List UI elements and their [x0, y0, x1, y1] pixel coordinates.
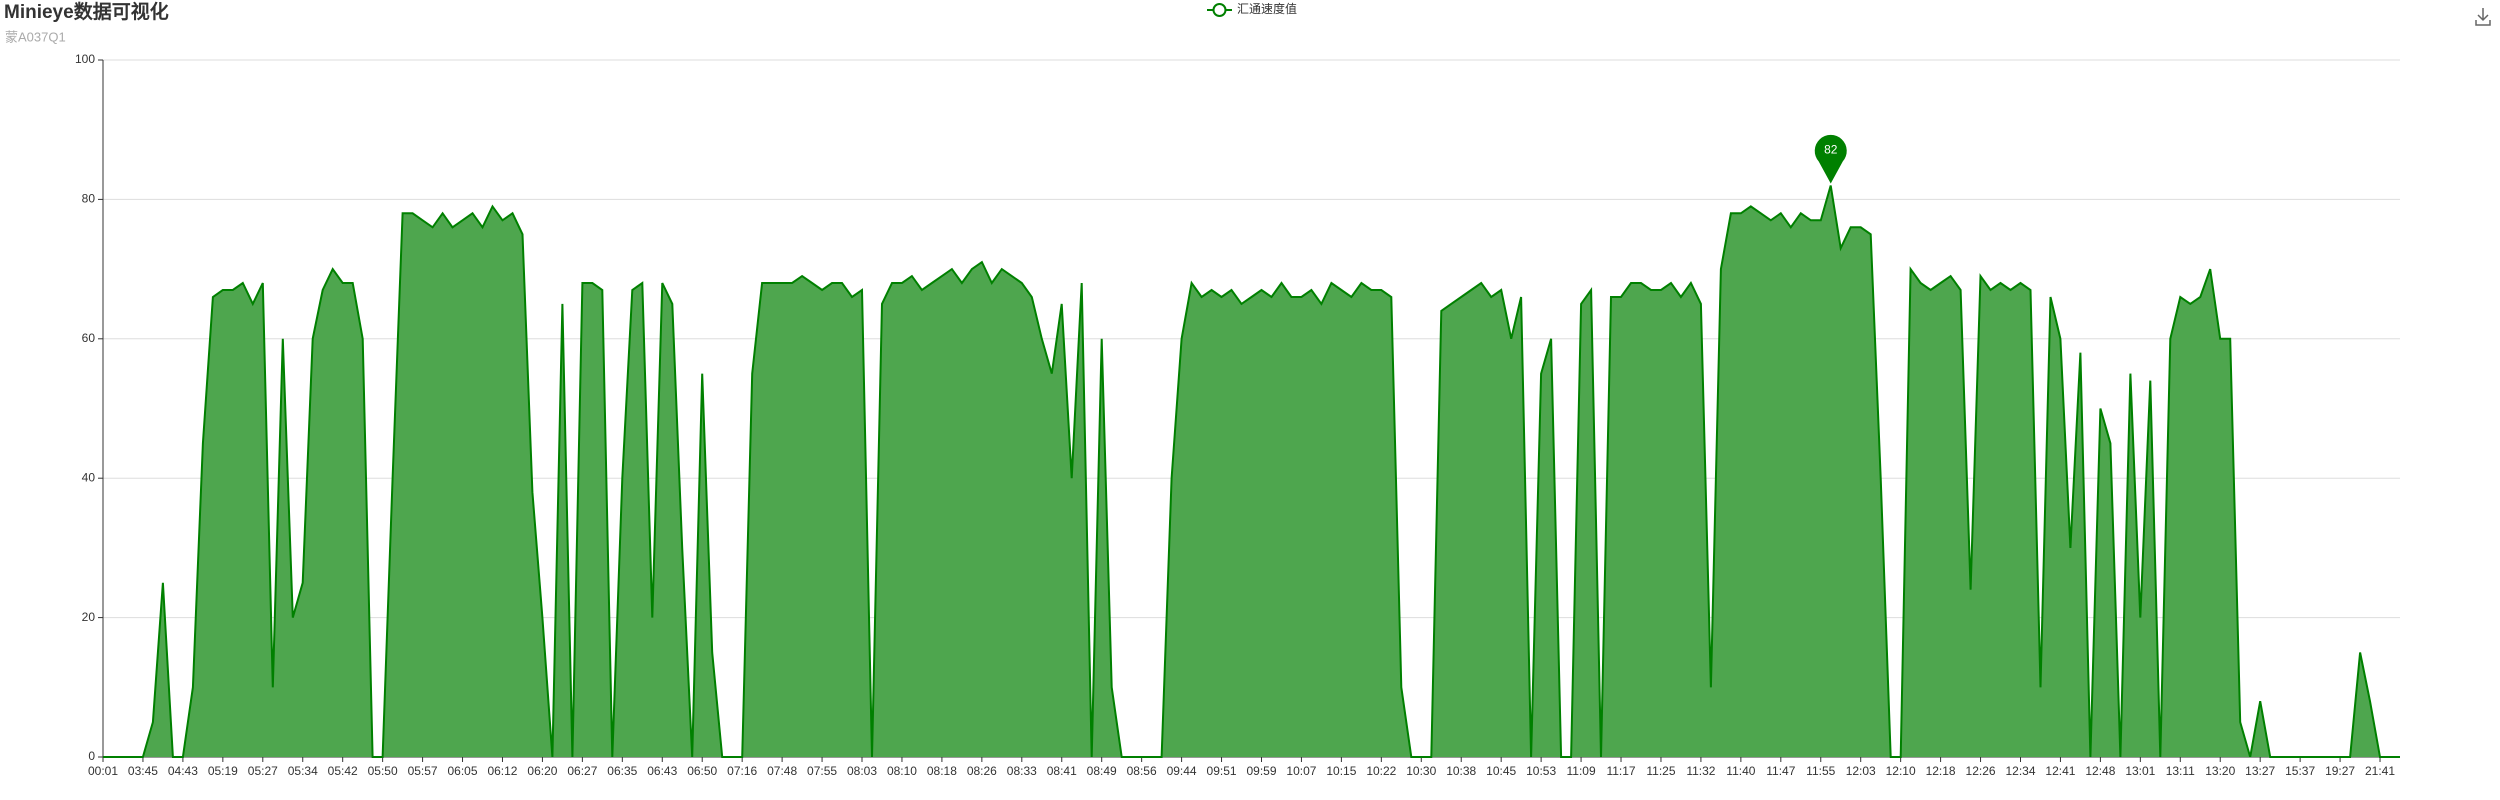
x-tick-label: 10:15 — [1326, 764, 1356, 778]
x-tick-label: 15:37 — [2285, 764, 2315, 778]
x-tick-label: 10:30 — [1406, 764, 1436, 778]
x-tick-label: 10:53 — [1526, 764, 1556, 778]
y-tick-label: 40 — [82, 470, 96, 484]
x-tick-label: 07:16 — [727, 764, 757, 778]
x-tick-label: 06:20 — [527, 764, 557, 778]
x-tick-label: 09:59 — [1246, 764, 1276, 778]
x-tick-label: 11:32 — [1686, 764, 1715, 778]
legend-label: 汇通速度值 — [1237, 1, 1297, 16]
x-tick-label: 09:51 — [1207, 764, 1237, 778]
x-tick-label: 13:01 — [2125, 764, 2155, 778]
x-tick-label: 11:09 — [1566, 764, 1595, 778]
x-tick-label: 11:55 — [1806, 764, 1835, 778]
x-tick-label: 08:18 — [927, 764, 957, 778]
x-tick-label: 05:27 — [248, 764, 278, 778]
x-tick-label: 08:03 — [847, 764, 877, 778]
legend-marker — [1212, 3, 1227, 17]
x-tick-label: 06:50 — [687, 764, 717, 778]
y-tick-label: 80 — [82, 192, 96, 206]
x-tick-label: 08:33 — [1007, 764, 1037, 778]
x-tick-label: 19:27 — [2325, 764, 2355, 778]
x-tick-label: 13:11 — [2166, 764, 2195, 778]
chart-title: Minieye数据可视化 — [4, 0, 169, 23]
x-tick-label: 21:41 — [2365, 764, 2395, 778]
x-tick-label: 05:57 — [408, 764, 438, 778]
x-tick-label: 08:10 — [887, 764, 917, 778]
chart-subtitle: 蒙A037Q1 — [5, 29, 66, 44]
x-tick-label: 11:40 — [1726, 764, 1755, 778]
x-tick-label: 06:35 — [607, 764, 637, 778]
x-tick-label: 05:50 — [368, 764, 398, 778]
y-tick-label: 0 — [88, 749, 95, 763]
x-tick-label: 11:47 — [1766, 764, 1795, 778]
x-tick-label: 10:07 — [1286, 764, 1316, 778]
max-label: 82 — [1824, 143, 1838, 157]
x-tick-label: 08:26 — [967, 764, 997, 778]
x-tick-label: 11:25 — [1646, 764, 1675, 778]
x-tick-label: 10:45 — [1486, 764, 1516, 778]
x-tick-label: 06:43 — [647, 764, 677, 778]
x-tick-label: 12:41 — [2045, 764, 2075, 778]
y-tick-label: 60 — [82, 331, 96, 345]
x-tick-label: 13:20 — [2205, 764, 2235, 778]
y-tick-label: 100 — [75, 52, 95, 66]
x-tick-label: 07:55 — [807, 764, 837, 778]
x-tick-label: 08:56 — [1127, 764, 1157, 778]
x-tick-label: 00:01 — [88, 764, 118, 778]
download-icon[interactable] — [2475, 8, 2491, 26]
x-tick-label: 06:05 — [448, 764, 478, 778]
max-pin — [1814, 134, 1847, 184]
x-tick-label: 12:18 — [1926, 764, 1956, 778]
x-tick-label: 12:03 — [1846, 764, 1876, 778]
x-tick-label: 13:27 — [2245, 764, 2275, 778]
x-tick-label: 08:49 — [1087, 764, 1117, 778]
line — [103, 185, 2400, 758]
x-tick-label: 11:17 — [1606, 764, 1635, 778]
x-tick-label: 05:19 — [208, 764, 238, 778]
x-tick-label: 03:45 — [128, 764, 158, 778]
x-tick-label: 12:26 — [1966, 764, 1996, 778]
x-tick-label: 06:12 — [487, 764, 517, 778]
x-tick-label: 04:43 — [168, 764, 198, 778]
x-tick-label: 12:34 — [2005, 764, 2035, 778]
x-tick-label: 12:48 — [2085, 764, 2115, 778]
x-tick-label: 06:27 — [567, 764, 597, 778]
x-tick-label: 08:41 — [1047, 764, 1077, 778]
area — [103, 185, 2400, 757]
x-tick-label: 05:34 — [288, 764, 318, 778]
x-tick-label: 10:22 — [1366, 764, 1396, 778]
x-tick-label: 12:10 — [1886, 764, 1916, 778]
x-tick-label: 09:44 — [1167, 764, 1197, 778]
x-tick-label: 05:42 — [328, 764, 358, 778]
x-tick-label: 07:48 — [767, 764, 797, 778]
y-tick-label: 20 — [82, 610, 96, 624]
x-tick-label: 10:38 — [1446, 764, 1476, 778]
